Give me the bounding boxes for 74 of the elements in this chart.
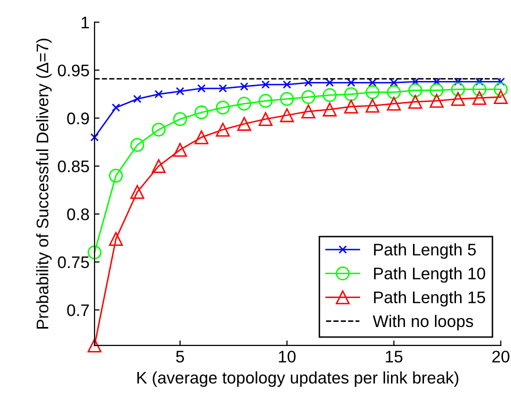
point xyxy=(451,82,465,96)
point xyxy=(304,78,313,87)
x-axis-title: K (average topology updates per link break) xyxy=(137,371,458,387)
point xyxy=(88,245,102,260)
point xyxy=(130,138,144,152)
y-tick-label: 0.95 xyxy=(58,64,89,76)
point xyxy=(237,116,252,131)
point xyxy=(108,232,123,246)
point xyxy=(218,84,227,93)
point xyxy=(432,78,441,86)
point xyxy=(88,338,102,352)
point xyxy=(258,112,273,126)
point xyxy=(496,78,505,86)
y-tick-label: 0.75 xyxy=(58,256,89,268)
point xyxy=(280,108,294,122)
point xyxy=(282,80,292,89)
point xyxy=(494,90,508,104)
point xyxy=(240,82,248,91)
legend-label: With no loops xyxy=(372,314,474,330)
x-tick-label: 20 xyxy=(492,350,510,363)
point xyxy=(472,91,486,105)
point xyxy=(280,92,294,106)
point xyxy=(130,185,144,199)
point xyxy=(133,94,142,104)
point xyxy=(301,90,316,104)
point xyxy=(411,78,420,86)
point xyxy=(454,78,462,86)
point xyxy=(472,82,486,96)
point xyxy=(494,82,508,96)
point xyxy=(194,105,208,120)
point xyxy=(366,98,380,113)
point xyxy=(366,85,380,100)
y-axis-title: Probability of Successful Delivery (Δ=7) xyxy=(36,38,52,329)
point xyxy=(90,133,99,142)
point xyxy=(344,100,358,114)
point xyxy=(475,78,484,86)
point xyxy=(173,142,188,157)
point xyxy=(154,90,163,98)
point xyxy=(390,78,398,87)
point xyxy=(216,122,230,137)
point xyxy=(176,87,184,96)
x-tick-label: 5 xyxy=(176,350,184,363)
point xyxy=(152,159,166,174)
y-tick-label: 0.8 xyxy=(67,208,89,220)
legend-label: Path Length 15 xyxy=(374,291,486,307)
point xyxy=(194,130,208,144)
legend-label: Path Length 5 xyxy=(374,243,476,259)
point xyxy=(261,80,270,89)
y-tick-label: 0.85 xyxy=(58,160,89,172)
point xyxy=(322,102,337,116)
point xyxy=(430,83,444,98)
y-tick-label: 1 xyxy=(82,16,89,28)
point xyxy=(173,112,188,126)
point xyxy=(237,96,252,111)
point xyxy=(386,85,401,100)
y-tick-label: 0.7 xyxy=(67,304,89,316)
point xyxy=(197,84,206,93)
point xyxy=(301,104,316,118)
point xyxy=(216,100,230,115)
point xyxy=(152,122,166,137)
x-tick-label: 10 xyxy=(278,350,296,363)
point xyxy=(430,94,444,108)
point xyxy=(112,103,120,112)
point xyxy=(408,94,422,109)
point xyxy=(386,96,401,111)
point xyxy=(408,83,422,98)
point xyxy=(258,94,273,108)
x-tick-label: 15 xyxy=(386,350,402,363)
point xyxy=(344,87,358,102)
point xyxy=(108,168,123,183)
legend-label: Path Length 10 xyxy=(374,267,486,283)
point xyxy=(451,92,465,106)
point xyxy=(322,88,337,102)
y-tick-label: 0.9 xyxy=(67,112,89,124)
